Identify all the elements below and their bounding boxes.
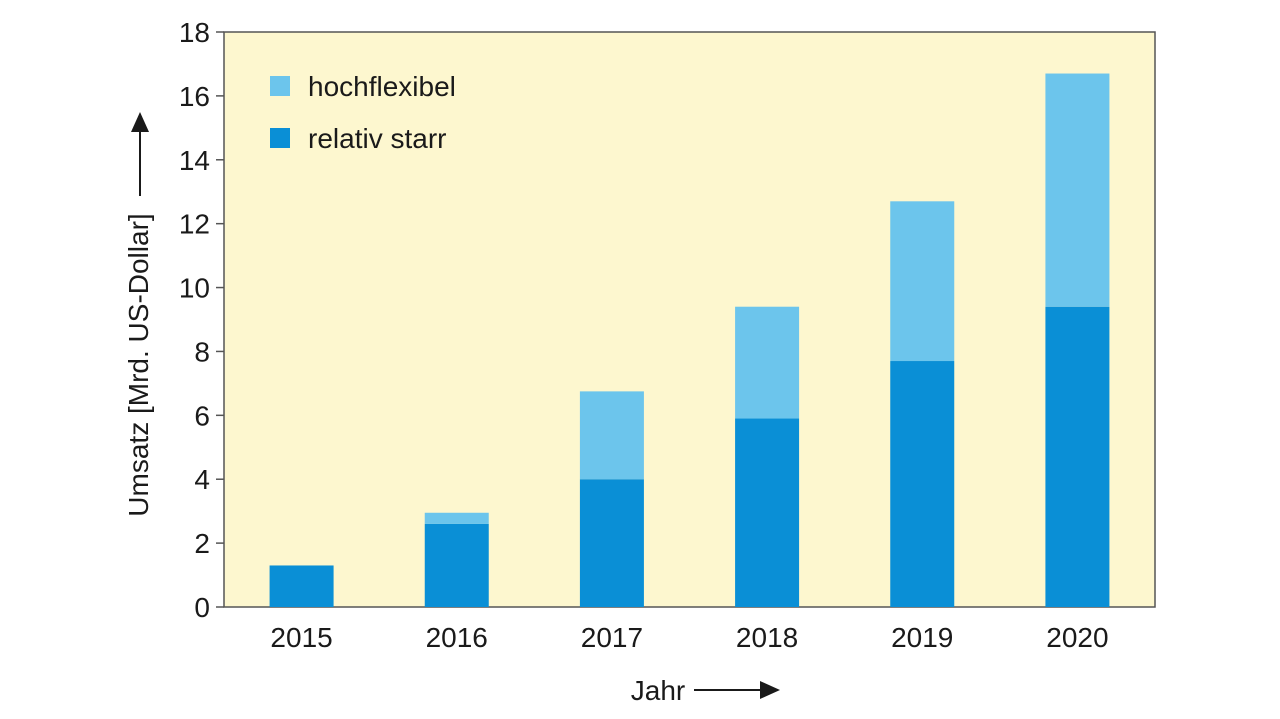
x-tick-label: 2020 bbox=[1046, 622, 1108, 653]
bars bbox=[269, 73, 1110, 607]
bar-relativ-starr-2020 bbox=[1045, 306, 1110, 607]
bar-hochflexibel-2016 bbox=[424, 512, 489, 524]
y-tick-label: 2 bbox=[194, 528, 210, 559]
x-tick-label: 2017 bbox=[581, 622, 643, 653]
x-axis-title: Jahr bbox=[631, 675, 685, 706]
bar-relativ-starr-2019 bbox=[890, 361, 955, 607]
y-tick-label: 14 bbox=[179, 145, 210, 176]
x-tick-label: 2015 bbox=[270, 622, 332, 653]
x-tick-label: 2019 bbox=[891, 622, 953, 653]
y-axis-arrowhead bbox=[131, 112, 149, 132]
y-tick-label: 0 bbox=[194, 592, 210, 623]
legend-swatch-hochflexibel bbox=[270, 76, 290, 96]
bar-relativ-starr-2018 bbox=[735, 418, 800, 607]
y-axis: 0 2 4 6 8 10 12 14 16 18 bbox=[179, 17, 224, 623]
legend-swatch-relativ-starr bbox=[270, 128, 290, 148]
y-tick-label: 10 bbox=[179, 273, 210, 304]
plot-area bbox=[223, 31, 1156, 608]
bar-hochflexibel-2019 bbox=[890, 201, 955, 362]
y-tick-label: 16 bbox=[179, 81, 210, 112]
y-tick-label: 8 bbox=[194, 336, 210, 367]
y-tick-label: 4 bbox=[194, 464, 210, 495]
legend: hochflexibel relativ starr bbox=[270, 71, 456, 154]
bar-hochflexibel-2020 bbox=[1045, 73, 1110, 307]
legend-label-hochflexibel: hochflexibel bbox=[308, 71, 456, 102]
bar-hochflexibel-2017 bbox=[579, 391, 644, 480]
y-axis-title: Umsatz [Mrd. US-Dollar] bbox=[123, 213, 154, 516]
bar-relativ-starr-2015 bbox=[269, 565, 334, 607]
y-tick-label: 18 bbox=[179, 17, 210, 48]
bar-hochflexibel-2018 bbox=[735, 306, 800, 419]
y-tick-label: 12 bbox=[179, 209, 210, 240]
x-tick-label: 2018 bbox=[736, 622, 798, 653]
x-tick-label: 2016 bbox=[426, 622, 488, 653]
bar-relativ-starr-2017 bbox=[579, 479, 644, 607]
x-axis-arrowhead bbox=[760, 681, 780, 699]
y-tick-label: 6 bbox=[194, 400, 210, 431]
x-axis: 2015 2016 2017 2018 2019 2020 bbox=[270, 622, 1108, 653]
bar-relativ-starr-2016 bbox=[424, 523, 489, 607]
legend-label-relativ-starr: relativ starr bbox=[308, 123, 446, 154]
